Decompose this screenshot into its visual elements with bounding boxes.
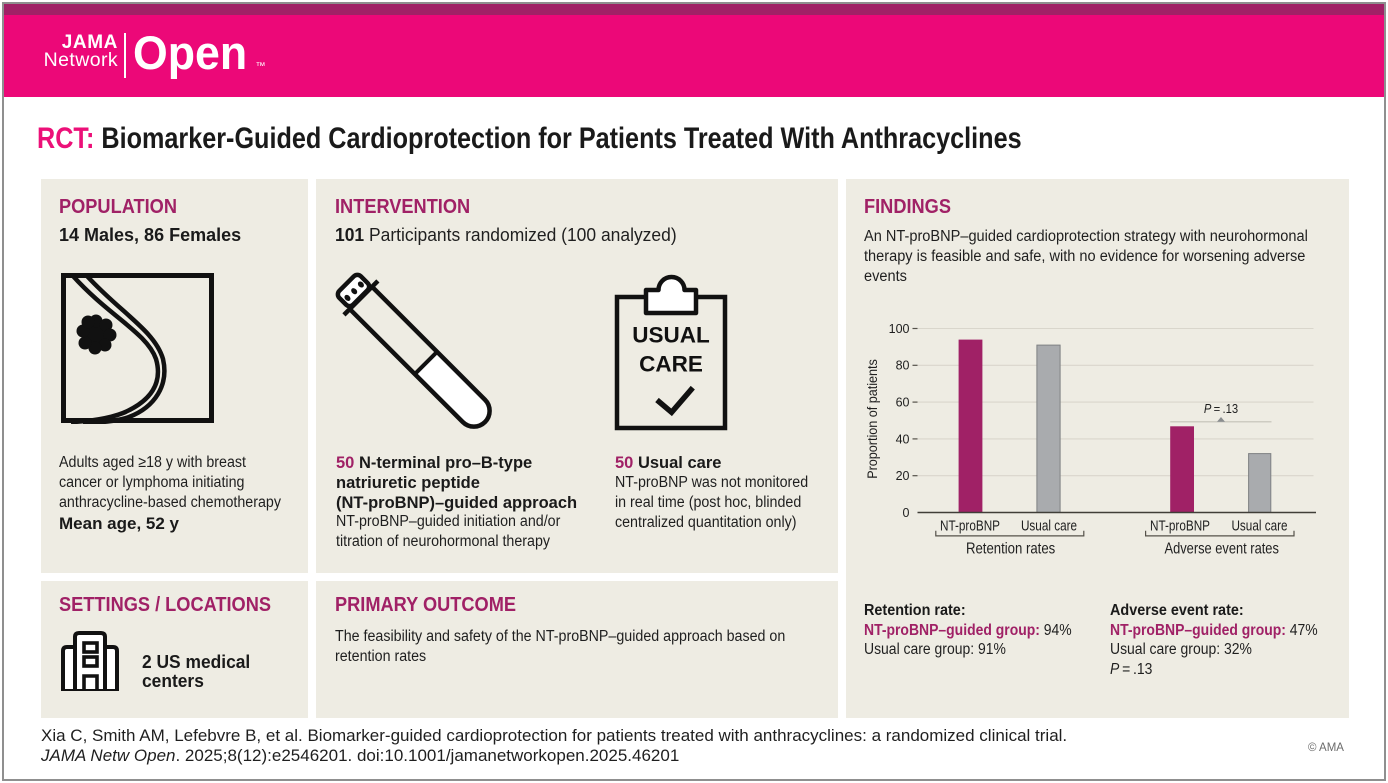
svg-text:NT-proBNP: NT-proBNP [940, 517, 1000, 533]
svg-text:Usual care: Usual care [1231, 517, 1287, 533]
svg-text:100: 100 [889, 322, 910, 336]
svg-text:Usual care: Usual care [1021, 517, 1077, 533]
svg-text:USUAL: USUAL [632, 322, 710, 347]
svg-text:Adverse event rates: Adverse event rates [1165, 540, 1279, 557]
svg-text:80: 80 [896, 359, 910, 373]
svg-text:NT-proBNP: NT-proBNP [1150, 517, 1210, 533]
svg-text:0: 0 [903, 506, 910, 520]
svg-text:20: 20 [896, 469, 910, 483]
svg-text:60: 60 [896, 396, 910, 410]
svg-text:Proportion of patients: Proportion of patients [864, 359, 880, 479]
svg-text:40: 40 [896, 432, 910, 446]
svg-text:CARE: CARE [639, 351, 703, 376]
svg-text:Retention rates: Retention rates [966, 540, 1055, 557]
svg-text:P = .13: P = .13 [1204, 402, 1239, 417]
